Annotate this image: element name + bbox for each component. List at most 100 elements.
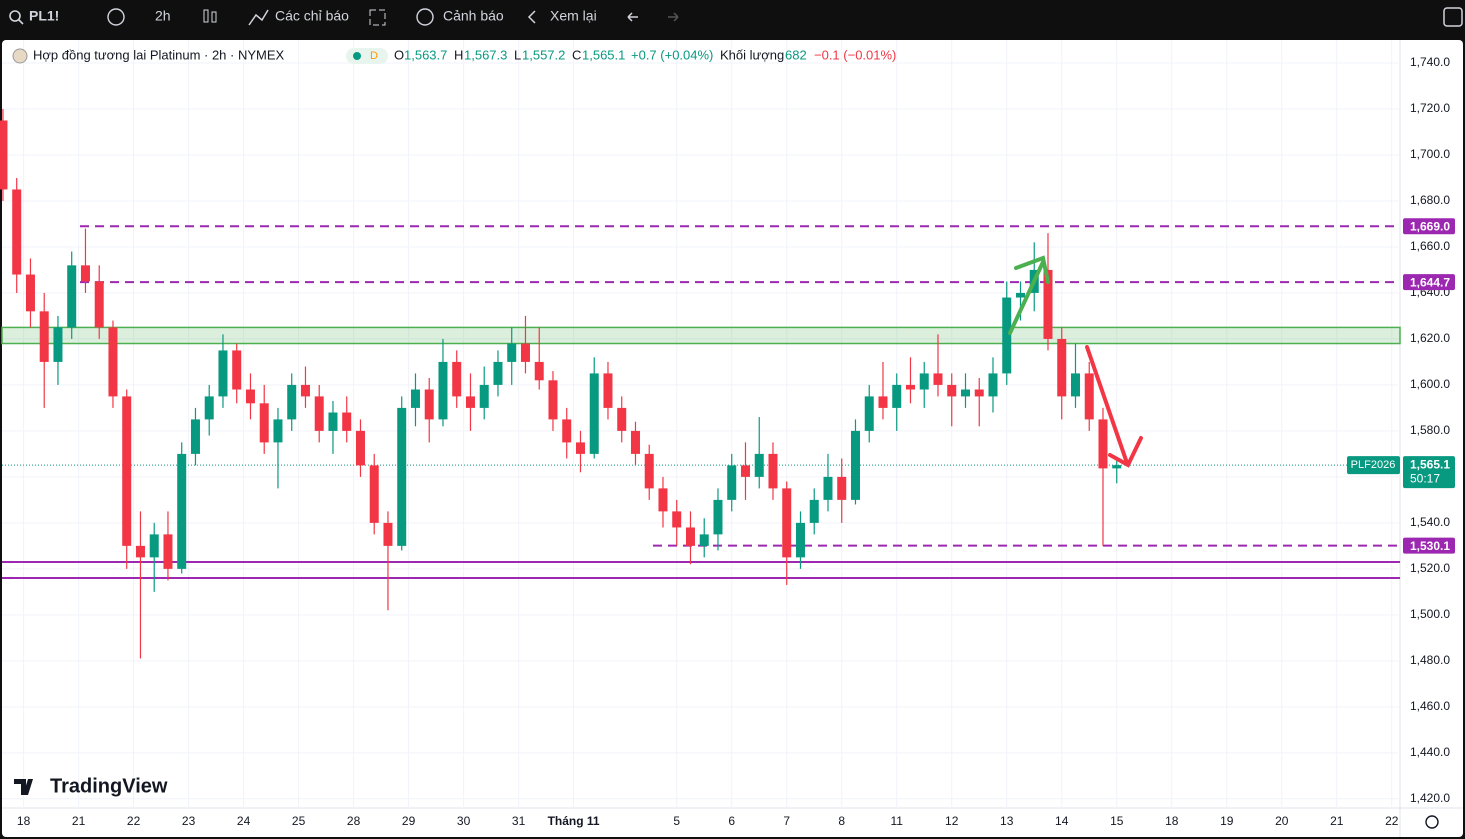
- candle-body: [122, 396, 132, 546]
- replay-button[interactable]: Xem lại: [550, 8, 597, 24]
- fullscreen[interactable]: [1443, 7, 1463, 27]
- candle-body: [1057, 338, 1067, 397]
- y-tick-label: 1,660.0: [1410, 239, 1450, 253]
- candle-body: [204, 396, 214, 420]
- up-arrow-drawing: [1008, 255, 1050, 335]
- candle-body: [837, 476, 847, 500]
- candle-body: [520, 343, 530, 362]
- x-tick-label: 21: [1330, 814, 1344, 828]
- x-tick-label: 14: [1055, 814, 1069, 828]
- chart-type-icon[interactable]: [203, 9, 209, 23]
- x-tick-label: 7: [783, 814, 790, 828]
- candle-body: [782, 488, 792, 558]
- level-tag: [1403, 218, 1455, 235]
- y-tick-label: 1,440.0: [1410, 745, 1450, 759]
- candle-body: [53, 327, 63, 362]
- search-icon[interactable]: [9, 10, 21, 22]
- level-tag: [1403, 537, 1455, 554]
- candle-body: [548, 380, 558, 420]
- indicators-icon[interactable]: [248, 9, 269, 26]
- x-tick-label: 28: [347, 814, 361, 828]
- chart-type-icon: [211, 11, 217, 23]
- symbol[interactable]: PL1!: [29, 8, 59, 24]
- legend-change: +0.7 (+0.04%): [631, 47, 713, 62]
- candle-body: [947, 384, 957, 397]
- candle-body: [1015, 292, 1025, 298]
- candle-body: [67, 265, 77, 328]
- templates-icon[interactable]: [369, 9, 386, 26]
- delayed-badge: D: [370, 50, 378, 62]
- y-tick-label: 1,600.0: [1410, 377, 1450, 391]
- candle-body: [850, 430, 860, 500]
- y-tick-label: 1,740.0: [1410, 55, 1450, 69]
- candle-body: [699, 534, 709, 546]
- x-tick-label: 18: [1165, 814, 1179, 828]
- x-tick-label: 8: [838, 814, 845, 828]
- candle-body: [245, 389, 255, 404]
- legend-value: 1,567.3: [464, 47, 507, 62]
- indicators-button[interactable]: Các chỉ báo: [275, 8, 349, 24]
- candle-body: [768, 453, 778, 489]
- volume-change: −0.1 (−0.01%): [814, 47, 896, 62]
- x-tick-label: 5: [673, 814, 680, 828]
- settings[interactable]: [1425, 815, 1439, 829]
- y-tick-label: 1,460.0: [1410, 699, 1450, 713]
- candle-body: [1098, 419, 1108, 469]
- legend-label: O: [394, 47, 404, 62]
- y-tick-label: 1,580.0: [1410, 423, 1450, 437]
- x-tick-label: 25: [292, 814, 306, 828]
- candle-body: [878, 396, 888, 408]
- legend-value: 1,557.2: [522, 47, 565, 62]
- y-tick-label: 1,700.0: [1410, 147, 1450, 161]
- brand: TradingView: [50, 775, 168, 797]
- candle-body: [300, 384, 310, 397]
- legend-value: 1,563.7: [404, 47, 447, 62]
- undo[interactable]: [627, 12, 638, 22]
- x-tick-label: 13: [1000, 814, 1014, 828]
- interval[interactable]: 2h: [155, 8, 171, 24]
- candle-body: [630, 430, 640, 454]
- symbol-tag: PLF2026: [1351, 459, 1396, 471]
- legend-label: C: [572, 47, 581, 62]
- candle-body: [988, 373, 998, 397]
- candle-body: [644, 453, 654, 489]
- replay-icon[interactable]: [527, 10, 536, 24]
- alert-icon[interactable]: [416, 8, 434, 26]
- y-tick-label: 1,520.0: [1410, 561, 1450, 575]
- level-tag: [1403, 274, 1455, 291]
- candle-body: [658, 488, 668, 512]
- alerts-button[interactable]: Cảnh báo: [443, 8, 504, 24]
- y-tick-label: 1,720.0: [1410, 101, 1450, 115]
- candle-body: [1084, 373, 1094, 420]
- candle-body: [163, 534, 173, 569]
- brand-logo: [14, 779, 33, 795]
- candle-body: [919, 373, 929, 390]
- redo[interactable]: [668, 12, 679, 22]
- candle-body: [232, 350, 242, 390]
- candle-body: [259, 403, 269, 443]
- candle-body: [672, 511, 682, 528]
- zone: [1, 326, 1401, 345]
- candle-body: [410, 389, 420, 408]
- candle-body: [795, 522, 805, 558]
- candle-body: [493, 361, 503, 385]
- candle-body: [218, 350, 228, 397]
- candle-body: [507, 343, 517, 362]
- candle-body: [534, 361, 544, 381]
- volume-label: Khối lượng: [720, 47, 784, 62]
- candle-body: [355, 430, 365, 466]
- candle-body: [603, 373, 613, 408]
- y-tick-label: 1,480.0: [1410, 653, 1450, 667]
- candle-body: [1112, 465, 1122, 469]
- overlay: [1008, 255, 1143, 468]
- symbol-tag-bg: [1347, 456, 1400, 475]
- add-symbol[interactable]: [107, 8, 125, 26]
- candle-body: [369, 465, 379, 523]
- candle-body: [328, 412, 338, 431]
- y-tick-label: 1,540.0: [1410, 515, 1450, 529]
- candle-body: [190, 419, 200, 454]
- level-label: 1,669.0: [1410, 219, 1450, 233]
- x-tick-label: 29: [402, 814, 416, 828]
